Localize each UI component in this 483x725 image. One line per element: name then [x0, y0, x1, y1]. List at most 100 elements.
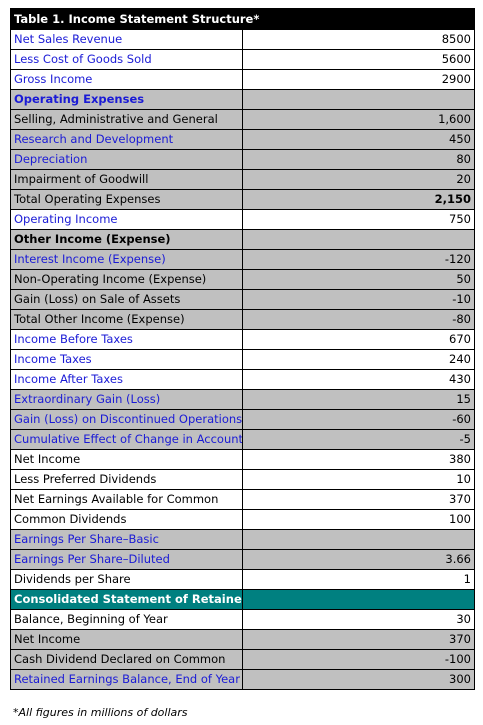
section-header-row: Operating Expenses	[10, 89, 475, 110]
row-label: Extraordinary Gain (Loss)	[10, 389, 243, 410]
section-label: Operating Expenses	[10, 89, 243, 110]
table-row: Interest Income (Expense) -120	[10, 249, 475, 270]
row-value: 5600	[242, 49, 475, 70]
row-value: -60	[242, 409, 475, 430]
table-row: Cumulative Effect of Change in Accountin…	[10, 429, 475, 450]
table-row: Depreciation 80	[10, 149, 475, 170]
table-row: Retained Earnings Balance, End of Year 3…	[10, 669, 475, 690]
row-label: Income Taxes	[10, 349, 243, 370]
table-row: Net Sales Revenue 8500	[10, 29, 475, 50]
row-value: -5	[242, 429, 475, 450]
row-value: 15	[242, 389, 475, 410]
table-row: Cash Dividend Declared on Common -100	[10, 649, 475, 670]
row-label: Balance, Beginning of Year	[10, 609, 243, 630]
row-value: -120	[242, 249, 475, 270]
section-label: Consolidated Statement of Retained Earni…	[10, 589, 243, 610]
income-statement-sheet: Table 1. Income Statement Structure* Net…	[10, 8, 475, 690]
row-label: Depreciation	[10, 149, 243, 170]
row-value: 30	[242, 609, 475, 630]
row-label: Common Dividends	[10, 509, 243, 530]
table-row: Net Income 380	[10, 449, 475, 470]
row-value: -100	[242, 649, 475, 670]
row-label: Interest Income (Expense)	[10, 249, 243, 270]
row-value	[242, 229, 475, 250]
row-label: Total Operating Expenses	[10, 189, 243, 210]
row-label: Gain (Loss) on Sale of Assets	[10, 289, 243, 310]
income-statement-table: Table 1. Income Statement Structure* Net…	[10, 8, 475, 690]
row-value: 750	[242, 209, 475, 230]
row-value: 670	[242, 329, 475, 350]
row-label: Income Before Taxes	[10, 329, 243, 350]
row-label: Net Income	[10, 449, 243, 470]
table-row: Gain (Loss) on Discontinued Operations -…	[10, 409, 475, 430]
row-value: 370	[242, 629, 475, 650]
table-row: Extraordinary Gain (Loss) 15	[10, 389, 475, 410]
table-row: Research and Development 450	[10, 129, 475, 150]
table-row: Total Other Income (Expense) -80	[10, 309, 475, 330]
table-row: Earnings Per Share–Basic	[10, 529, 475, 550]
row-label: Net Sales Revenue	[10, 29, 243, 50]
row-label: Net Income	[10, 629, 243, 650]
row-label: Earnings Per Share–Diluted	[10, 549, 243, 570]
row-label: Cumulative Effect of Change in Accountin…	[10, 429, 243, 450]
table-row: Non-Operating Income (Expense) 50	[10, 269, 475, 290]
row-value: 450	[242, 129, 475, 150]
table-title: Table 1. Income Statement Structure*	[10, 8, 475, 30]
row-value: 2,150	[242, 189, 475, 210]
row-label: Gross Income	[10, 69, 243, 90]
section-header-row: Other Income (Expense)	[10, 229, 475, 250]
row-value: 240	[242, 349, 475, 370]
row-value	[242, 589, 475, 610]
row-value: -80	[242, 309, 475, 330]
section-label: Other Income (Expense)	[10, 229, 243, 250]
row-value: 8500	[242, 29, 475, 50]
row-value: 430	[242, 369, 475, 390]
row-label: Retained Earnings Balance, End of Year	[10, 669, 243, 690]
row-label: Operating Income	[10, 209, 243, 230]
row-value: 380	[242, 449, 475, 470]
row-value: 3.66	[242, 549, 475, 570]
row-value: 370	[242, 489, 475, 510]
row-value: 50	[242, 269, 475, 290]
table-row: Gross Income 2900	[10, 69, 475, 90]
table-row: Income After Taxes 430	[10, 369, 475, 390]
row-label: Selling, Administrative and General	[10, 109, 243, 130]
table-row: Common Dividends 100	[10, 509, 475, 530]
table-row: Income Taxes 240	[10, 349, 475, 370]
row-label: Non-Operating Income (Expense)	[10, 269, 243, 290]
row-label: Less Cost of Goods Sold	[10, 49, 243, 70]
row-label: Net Earnings Available for Common	[10, 489, 243, 510]
retained-earnings-header-row: Consolidated Statement of Retained Earni…	[10, 589, 475, 610]
table-row: Gain (Loss) on Sale of Assets -10	[10, 289, 475, 310]
footnote: *All figures in millions of dollars	[13, 706, 188, 719]
row-value: -10	[242, 289, 475, 310]
table-row: Income Before Taxes 670	[10, 329, 475, 350]
row-value: 1	[242, 569, 475, 590]
row-label: Less Preferred Dividends	[10, 469, 243, 490]
row-label: Income After Taxes	[10, 369, 243, 390]
table-row: Balance, Beginning of Year 30	[10, 609, 475, 630]
row-label: Total Other Income (Expense)	[10, 309, 243, 330]
table-row: Less Preferred Dividends 10	[10, 469, 475, 490]
row-value: 80	[242, 149, 475, 170]
row-value	[242, 89, 475, 110]
row-label: Earnings Per Share–Basic	[10, 529, 243, 550]
table-row: Earnings Per Share–Diluted 3.66	[10, 549, 475, 570]
table-row: Operating Income 750	[10, 209, 475, 230]
table-row: Net Earnings Available for Common 370	[10, 489, 475, 510]
table-title-row: Table 1. Income Statement Structure*	[10, 8, 475, 30]
row-label: Cash Dividend Declared on Common	[10, 649, 243, 670]
row-value: 300	[242, 669, 475, 690]
row-value: 20	[242, 169, 475, 190]
table-row: Less Cost of Goods Sold 5600	[10, 49, 475, 70]
row-value: 2900	[242, 69, 475, 90]
table-row: Net Income 370	[10, 629, 475, 650]
row-value: 10	[242, 469, 475, 490]
row-value: 100	[242, 509, 475, 530]
row-value: 1,600	[242, 109, 475, 130]
row-label: Impairment of Goodwill	[10, 169, 243, 190]
row-label: Research and Development	[10, 129, 243, 150]
table-row: Total Operating Expenses 2,150	[10, 189, 475, 210]
row-label: Gain (Loss) on Discontinued Operations	[10, 409, 243, 430]
row-label: Dividends per Share	[10, 569, 243, 590]
